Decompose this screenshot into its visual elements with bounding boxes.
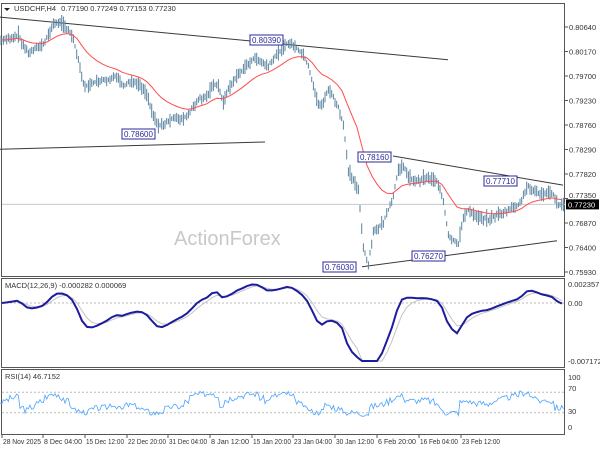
macd-label: MACD(12,26,9) -0.000282 0.000069 <box>5 281 126 290</box>
time-tick-label: 22 Dec 20:00 <box>128 437 166 446</box>
time-tick-label: 23 Feb 12:00 <box>462 437 500 446</box>
price-annotation-box <box>121 128 156 140</box>
time-tick-label: 15 Jan 20:00 <box>253 437 291 446</box>
price-annotation-label: 0.80390 <box>252 36 281 45</box>
price-tick-label: 0.78290 <box>569 146 596 155</box>
current-price-label: 0.77230 <box>568 200 595 209</box>
moving-average-line <box>1 33 563 215</box>
time-tick-label: 30 Jan 12:00 <box>336 437 374 446</box>
macd-signal-line <box>1 285 563 362</box>
price-annotation-box <box>483 175 518 187</box>
time-tick-label: 28 Nov 2025 <box>3 437 41 446</box>
price-tick-label: 0.78760 <box>569 121 596 130</box>
triangle-down-icon[interactable] <box>4 8 10 11</box>
trendline <box>0 141 266 150</box>
rsi-label: RSI(14) 46.7152 <box>5 372 60 381</box>
time-tick-label: 16 Feb 04:00 <box>420 437 458 446</box>
price-tick-label: 0.80640 <box>569 23 596 32</box>
price-tick-label: 0.80170 <box>569 48 596 57</box>
price-annotation-label: 0.77710 <box>486 177 515 186</box>
rsi-line <box>0 390 564 417</box>
price-annotation-box <box>357 151 392 163</box>
current-price-box <box>566 199 599 210</box>
price-tick-label: 0.75930 <box>569 268 596 277</box>
rsi-tick-label: 30 <box>568 407 576 416</box>
price-annotation-label: 0.76270 <box>414 252 443 261</box>
trendline <box>0 16 449 61</box>
macd-tick-label: 0.002357 <box>568 280 599 289</box>
price-tick-label: 0.77350 <box>569 191 596 200</box>
macd-panel <box>1 278 565 368</box>
watermark: ActionForex <box>174 228 281 250</box>
rsi-tick-label: 70 <box>568 384 576 393</box>
chart-title: USDCHF,H4 <box>14 4 56 13</box>
time-tick-label: 15 Dec 12:00 <box>86 437 124 446</box>
price-tick-label: 0.79700 <box>569 72 596 81</box>
price-annotation-box <box>322 261 357 273</box>
time-tick-label: 31 Dec 04:00 <box>169 437 207 446</box>
main-panel <box>1 3 565 277</box>
time-tick-label: 6 Feb 20:00 <box>378 437 416 446</box>
ohlc-quote: 0.77190 0.77249 0.77153 0.77230 <box>61 4 176 13</box>
macd-tick-label: -0.007172 <box>568 357 600 366</box>
macd-line <box>1 283 563 362</box>
rsi-tick-label: 100 <box>568 373 581 382</box>
macd-tick-label: 0.00 <box>568 299 583 308</box>
price-tick-label: 0.77820 <box>569 170 596 179</box>
price-tick-label: 0.79230 <box>569 97 596 106</box>
price-tick-label: 0.76400 <box>569 244 596 253</box>
trendline <box>361 240 558 268</box>
time-tick-label: 23 Jan 04:00 <box>294 437 332 446</box>
price-tick-label: 0.76870 <box>569 219 596 228</box>
price-annotation-label: 0.76030 <box>325 263 354 272</box>
time-tick-label: 8 Dec 04:00 <box>44 437 82 446</box>
trendline <box>392 155 564 186</box>
price-annotation-box <box>249 34 284 46</box>
rsi-panel <box>1 369 565 435</box>
price-annotation-box <box>411 250 446 262</box>
rsi-tick-label: 0 <box>568 423 572 432</box>
price-annotation-label: 0.78600 <box>124 130 153 139</box>
price-annotation-label: 0.78160 <box>360 153 389 162</box>
time-tick-label: 8 Jan 12:00 <box>211 437 249 446</box>
